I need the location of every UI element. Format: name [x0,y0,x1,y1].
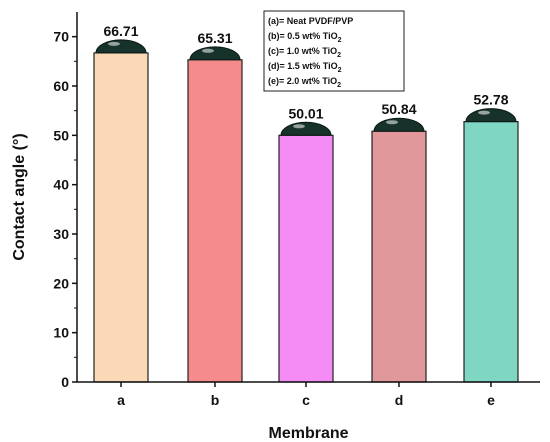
y-tick-label-10: 10 [53,325,69,341]
y-tick-label-30: 30 [53,226,69,242]
legend-entry-b: (b)= 0.5 wt% TiO2 [268,31,342,44]
bars-layer: 66.71 65.31 50.01 50.84 52.78 [93,23,519,383]
legend: (a)= Neat PVDF/PVP (b)= 0.5 wt% TiO2 (c)= … [263,10,405,92]
droplet-c [280,121,332,136]
bar-e [463,121,519,383]
droplet-highlight-a [108,41,120,46]
x-tick-label-d: d [395,392,404,408]
data-label-a: 66.71 [103,23,138,39]
bar-d [371,130,427,383]
x-tick-label-c: c [302,392,310,408]
droplet-e [465,108,517,123]
droplet-highlight-e [478,110,490,115]
y-tick-label-60: 60 [53,78,69,94]
x-tick-label-a: a [117,392,125,408]
x-tick-label-b: b [211,392,220,408]
droplet-a [95,39,147,54]
legend-entry-c: (c)= 1.0 wt% TiO2 [268,46,341,59]
data-label-b: 65.31 [197,30,232,46]
y-tick-label-50: 50 [53,127,69,143]
y-axis-title: Contact angle (°) [11,133,28,260]
bar-a [93,52,149,383]
axes-layer: 0 10 20 30 40 50 60 70 a b c d e Membrane Contact angl… [11,12,540,442]
y-tick-label-0: 0 [61,374,69,390]
droplet-highlight-d [386,120,398,125]
legend-entry-d: (d)= 1.5 wt% TiO2 [268,61,342,74]
legend-box [263,10,405,92]
y-tick-label-40: 40 [53,177,69,193]
data-label-d: 50.84 [381,101,416,117]
y-tick-label-20: 20 [53,275,69,291]
x-axis-title: Membrane [268,425,348,442]
legend-entry-e: (e)= 2.0 wt% TiO2 [268,76,341,89]
droplet-highlight-c [293,124,305,129]
y-tick-label-70: 70 [53,29,69,45]
droplet-highlight-b [202,48,214,53]
x-tick-label-e: e [487,392,495,408]
droplet-b [189,46,241,61]
droplet-d [373,117,425,132]
bar-c [278,134,334,383]
data-label-c: 50.01 [288,105,323,121]
bar-b [187,59,243,383]
legend-entry-a: (a)= Neat PVDF/PVP [268,16,353,26]
data-label-e: 52.78 [473,92,508,108]
